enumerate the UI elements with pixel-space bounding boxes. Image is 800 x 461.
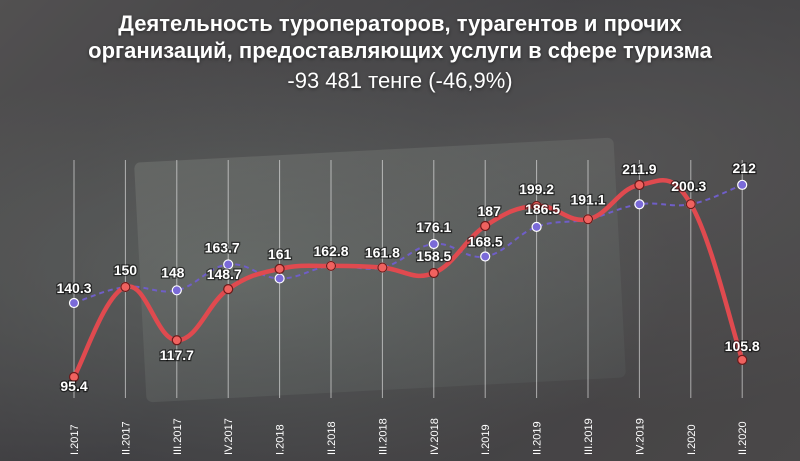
series-2-point xyxy=(274,273,285,284)
x-tick-label: I.2019 xyxy=(480,424,492,455)
series-1-point xyxy=(325,260,337,272)
x-tick-label: III.2019 xyxy=(583,418,595,455)
data-label: 176.1 xyxy=(416,219,451,235)
data-label: 187 xyxy=(478,203,502,219)
series-1-point xyxy=(428,267,439,279)
chart-header: Деятельность туроператоров, турагентов и… xyxy=(0,10,800,94)
x-tick-label: III.2017 xyxy=(172,418,184,455)
series-1-point xyxy=(634,179,645,191)
series-2-point xyxy=(171,285,182,296)
chart-title: Деятельность туроператоров, турагентов и… xyxy=(88,11,712,63)
series-2-point xyxy=(634,199,645,210)
x-tick-label: II.2018 xyxy=(326,421,338,455)
series-2-point xyxy=(480,251,491,262)
data-label: 163.7 xyxy=(205,239,240,255)
series-1-point xyxy=(223,284,234,295)
data-label: 148 xyxy=(161,264,185,280)
series-1-point xyxy=(480,220,491,232)
x-tick-label: II.2017 xyxy=(120,421,132,455)
series-2-point xyxy=(737,179,748,190)
series-1-point xyxy=(737,354,748,365)
data-label: 168.5 xyxy=(468,234,503,250)
data-label: 212 xyxy=(733,160,757,176)
series-1-point xyxy=(531,200,542,212)
x-tick-label: I.2020 xyxy=(686,424,698,455)
x-tick-label: I.2018 xyxy=(275,424,287,455)
data-label: 117.7 xyxy=(160,347,194,363)
x-tick-label: IV.2018 xyxy=(429,418,441,455)
series-1-point xyxy=(120,281,131,293)
data-label: 161 xyxy=(268,246,292,262)
series-2-point xyxy=(223,259,234,270)
x-tick-label: IV.2017 xyxy=(223,418,235,455)
data-label: 95.4 xyxy=(60,378,87,394)
data-label: 150 xyxy=(114,262,138,278)
series-2-point xyxy=(531,221,542,232)
series-1-point xyxy=(377,262,388,273)
series-1-point xyxy=(68,371,80,383)
data-label: 161.8 xyxy=(365,245,400,261)
x-tick-label: III.2018 xyxy=(377,418,389,455)
series-1-point xyxy=(582,214,594,225)
data-label: 105.8 xyxy=(725,338,760,354)
series-2-point xyxy=(68,297,80,309)
series-1-point xyxy=(274,263,285,274)
chart-subtitle: -93 481 тенге (-46,9%) xyxy=(287,68,513,93)
data-label: 158.5 xyxy=(416,248,451,264)
data-label: 140.3 xyxy=(56,280,91,296)
data-label: 191.1 xyxy=(570,191,605,207)
series-1-point xyxy=(171,335,182,346)
data-label: 186.5 xyxy=(525,201,560,217)
data-label: 148.7 xyxy=(207,266,242,282)
series-2-line xyxy=(73,183,743,304)
data-label: 162.8 xyxy=(313,243,348,259)
data-label: 199.2 xyxy=(519,181,554,197)
data-label: 211.9 xyxy=(622,161,656,177)
series-1-point xyxy=(685,199,696,210)
x-tick-label: I.2017 xyxy=(69,424,81,455)
x-tick-label: II.2020 xyxy=(737,421,749,455)
series-2-point xyxy=(428,238,439,250)
x-tick-label: IV.2019 xyxy=(634,418,646,455)
x-tick-label: II.2019 xyxy=(532,421,544,455)
data-label: 200.3 xyxy=(671,178,706,194)
